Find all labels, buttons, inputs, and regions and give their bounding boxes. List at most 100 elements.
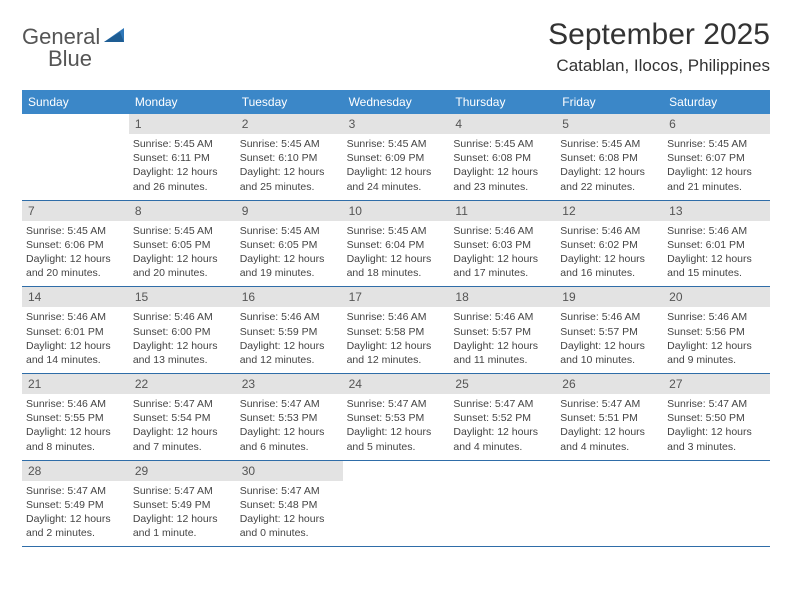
weekday-wednesday: Wednesday <box>343 90 450 114</box>
day-number <box>663 461 770 481</box>
day-info: Sunrise: 5:46 AMSunset: 5:57 PMDaylight:… <box>560 310 659 367</box>
day-info: Sunrise: 5:45 AMSunset: 6:04 PMDaylight:… <box>347 224 446 281</box>
day-number: 27 <box>663 374 770 394</box>
day-number: 26 <box>556 374 663 394</box>
month-title: September 2025 <box>548 18 770 52</box>
day-info: Sunrise: 5:46 AMSunset: 6:02 PMDaylight:… <box>560 224 659 281</box>
day-number: 28 <box>22 461 129 481</box>
day-cell: 29 Sunrise: 5:47 AMSunset: 5:49 PMDayligh… <box>129 461 236 547</box>
day-cell: 11Sunrise: 5:46 AMSunset: 6:03 PMDayligh… <box>449 201 556 287</box>
day-cell <box>343 461 450 547</box>
day-number: 21 <box>22 374 129 394</box>
day-cell: 10 Sunrise: 5:45 AMSunset: 6:04 PMDayligh… <box>343 201 450 287</box>
week-row: 28Sunrise: 5:47 AMSunset: 5:49 PMDayligh… <box>22 461 770 548</box>
day-info: Sunrise: 5:47 AMSunset: 5:49 PMDaylight:… <box>133 484 232 541</box>
day-cell <box>449 461 556 547</box>
day-cell: 6 Sunrise: 5:45 AMSunset: 6:07 PMDaylight… <box>663 114 770 200</box>
day-info: Sunrise: 5:47 AMSunset: 5:53 PMDaylight:… <box>240 397 339 454</box>
weekday-tuesday: Tuesday <box>236 90 343 114</box>
day-info: Sunrise: 5:45 AMSunset: 6:09 PMDaylight:… <box>347 137 446 194</box>
day-number: 8 <box>129 201 236 221</box>
day-info: Sunrise: 5:46 AMSunset: 6:01 PMDaylight:… <box>26 310 125 367</box>
day-info: Sunrise: 5:45 AMSunset: 6:10 PMDaylight:… <box>240 137 339 194</box>
day-info: Sunrise: 5:45 AMSunset: 6:08 PMDaylight:… <box>560 137 659 194</box>
day-cell: 15 Sunrise: 5:46 AMSunset: 6:00 PMDayligh… <box>129 287 236 373</box>
day-cell: 12 Sunrise: 5:46 AMSunset: 6:02 PMDayligh… <box>556 201 663 287</box>
day-info: Sunrise: 5:47 AMSunset: 5:50 PMDaylight:… <box>667 397 766 454</box>
day-number: 4 <box>449 114 556 134</box>
day-cell: 18Sunrise: 5:46 AMSunset: 5:57 PMDayligh… <box>449 287 556 373</box>
day-info: Sunrise: 5:46 AMSunset: 5:58 PMDaylight:… <box>347 310 446 367</box>
day-number: 10 <box>343 201 450 221</box>
day-info: Sunrise: 5:45 AMSunset: 6:08 PMDaylight:… <box>453 137 552 194</box>
logo-triangle-icon <box>104 26 126 44</box>
weekday-sunday: Sunday <box>22 90 129 114</box>
day-cell: 3 Sunrise: 5:45 AMSunset: 6:09 PMDaylight… <box>343 114 450 200</box>
day-number: 5 <box>556 114 663 134</box>
day-cell: 20 Sunrise: 5:46 AMSunset: 5:56 PMDayligh… <box>663 287 770 373</box>
day-info: Sunrise: 5:46 AMSunset: 5:59 PMDaylight:… <box>240 310 339 367</box>
week-row: 14 Sunrise: 5:46 AMSunset: 6:01 PMDayligh… <box>22 287 770 374</box>
day-number <box>556 461 663 481</box>
day-number: 13 <box>663 201 770 221</box>
day-number: 20 <box>663 287 770 307</box>
weekday-friday: Friday <box>556 90 663 114</box>
day-cell <box>556 461 663 547</box>
day-number: 1 <box>129 114 236 134</box>
day-cell: 4 Sunrise: 5:45 AMSunset: 6:08 PMDaylight… <box>449 114 556 200</box>
day-number: 16 <box>236 287 343 307</box>
week-row: 21 Sunrise: 5:46 AMSunset: 5:55 PMDayligh… <box>22 374 770 461</box>
day-number: 7 <box>22 201 129 221</box>
day-number: 30 <box>236 461 343 481</box>
day-cell: 17 Sunrise: 5:46 AMSunset: 5:58 PMDayligh… <box>343 287 450 373</box>
weekday-header: SundayMondayTuesdayWednesdayThursdayFrid… <box>22 90 770 114</box>
title-block: September 2025 Catablan, Ilocos, Philipp… <box>548 18 770 76</box>
day-cell: 23 Sunrise: 5:47 AMSunset: 5:53 PMDayligh… <box>236 374 343 460</box>
day-info: Sunrise: 5:45 AMSunset: 6:05 PMDaylight:… <box>133 224 232 281</box>
day-cell <box>22 114 129 200</box>
day-cell: 24Sunrise: 5:47 AMSunset: 5:53 PMDayligh… <box>343 374 450 460</box>
day-number: 14 <box>22 287 129 307</box>
day-number: 17 <box>343 287 450 307</box>
day-cell: 25 Sunrise: 5:47 AMSunset: 5:52 PMDayligh… <box>449 374 556 460</box>
day-number <box>343 461 450 481</box>
day-cell: 8 Sunrise: 5:45 AMSunset: 6:05 PMDaylight… <box>129 201 236 287</box>
day-cell: 19Sunrise: 5:46 AMSunset: 5:57 PMDayligh… <box>556 287 663 373</box>
day-number: 15 <box>129 287 236 307</box>
day-number: 12 <box>556 201 663 221</box>
day-info: Sunrise: 5:47 AMSunset: 5:49 PMDaylight:… <box>26 484 125 541</box>
day-info: Sunrise: 5:45 AMSunset: 6:05 PMDaylight:… <box>240 224 339 281</box>
day-number: 25 <box>449 374 556 394</box>
day-cell: 28 Sunrise: 5:47 AMSunset: 5:49 PMDayligh… <box>22 461 129 547</box>
day-number: 3 <box>343 114 450 134</box>
day-info: Sunrise: 5:45 AMSunset: 6:11 PMDaylight:… <box>133 137 232 194</box>
day-number: 6 <box>663 114 770 134</box>
day-cell: 5 Sunrise: 5:45 AMSunset: 6:08 PMDaylight… <box>556 114 663 200</box>
day-cell: 26Sunrise: 5:47 AMSunset: 5:51 PMDayligh… <box>556 374 663 460</box>
logo-text-block: General Blue <box>22 24 100 72</box>
day-cell: 27 Sunrise: 5:47 AMSunset: 5:50 PMDayligh… <box>663 374 770 460</box>
day-cell: 9 Sunrise: 5:45 AMSunset: 6:05 PMDaylight… <box>236 201 343 287</box>
day-info: Sunrise: 5:46 AMSunset: 6:00 PMDaylight:… <box>133 310 232 367</box>
weekday-monday: Monday <box>129 90 236 114</box>
day-cell: 14 Sunrise: 5:46 AMSunset: 6:01 PMDayligh… <box>22 287 129 373</box>
day-info: Sunrise: 5:47 AMSunset: 5:52 PMDaylight:… <box>453 397 552 454</box>
day-info: Sunrise: 5:47 AMSunset: 5:53 PMDaylight:… <box>347 397 446 454</box>
day-number: 23 <box>236 374 343 394</box>
calendar: SundayMondayTuesdayWednesdayThursdayFrid… <box>22 90 770 547</box>
week-row: 1 Sunrise: 5:45 AMSunset: 6:11 PMDaylight… <box>22 114 770 201</box>
day-number: 18 <box>449 287 556 307</box>
day-number: 9 <box>236 201 343 221</box>
day-number <box>449 461 556 481</box>
day-info: Sunrise: 5:45 AMSunset: 6:06 PMDaylight:… <box>26 224 125 281</box>
day-info: Sunrise: 5:45 AMSunset: 6:07 PMDaylight:… <box>667 137 766 194</box>
day-info: Sunrise: 5:46 AMSunset: 5:56 PMDaylight:… <box>667 310 766 367</box>
day-number: 2 <box>236 114 343 134</box>
day-info: Sunrise: 5:46 AMSunset: 5:55 PMDaylight:… <box>26 397 125 454</box>
day-cell: 2 Sunrise: 5:45 AMSunset: 6:10 PMDaylight… <box>236 114 343 200</box>
location: Catablan, Ilocos, Philippines <box>548 56 770 76</box>
day-number: 29 <box>129 461 236 481</box>
day-number: 11 <box>449 201 556 221</box>
weeks-container: 1 Sunrise: 5:45 AMSunset: 6:11 PMDaylight… <box>22 114 770 547</box>
header: General Blue September 2025 Catablan, Il… <box>22 18 770 76</box>
